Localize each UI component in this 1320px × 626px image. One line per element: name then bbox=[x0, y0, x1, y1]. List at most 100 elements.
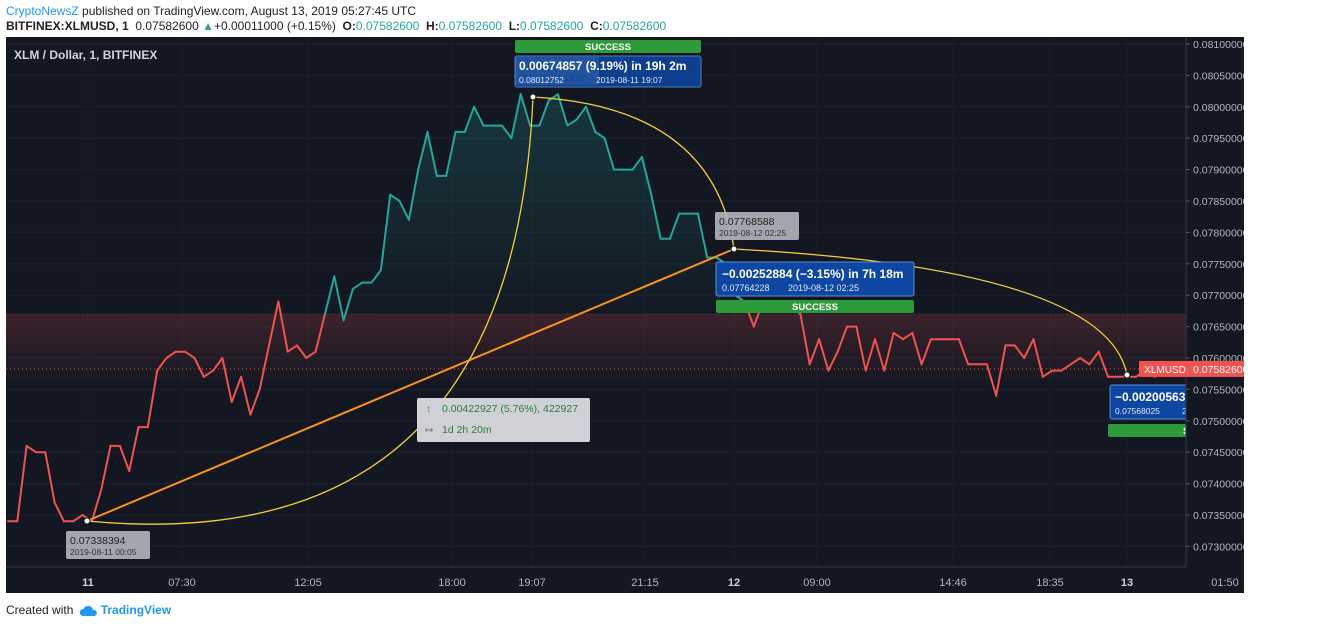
up-arrow-icon: ▲ bbox=[202, 19, 214, 33]
open-value: 0.07582600 bbox=[355, 19, 420, 33]
series-segment bbox=[379, 193, 392, 272]
series-segment bbox=[1079, 357, 1091, 366]
series-segment bbox=[268, 300, 280, 347]
measure-box bbox=[417, 398, 590, 442]
series-segment bbox=[808, 338, 821, 366]
mid-change: −0.00252884 (−3.15%) in 7h 18m bbox=[722, 267, 903, 281]
series-segment bbox=[342, 287, 354, 322]
anchor-point[interactable] bbox=[83, 517, 91, 525]
series-segment bbox=[585, 105, 597, 133]
x-tick-label: 18:35 bbox=[1036, 577, 1064, 589]
series-segment bbox=[631, 156, 643, 171]
measure-price: 0.00422927 (5.76%), 422927 bbox=[442, 403, 578, 415]
price-tag-box bbox=[1191, 360, 1244, 377]
trend-line bbox=[86, 248, 735, 522]
series-segment bbox=[538, 99, 550, 127]
publisher-link[interactable]: CryptoNewsZ bbox=[6, 4, 79, 18]
x-tick-label: 18:00 bbox=[438, 577, 466, 589]
series-segment bbox=[72, 514, 84, 523]
high-label: H: bbox=[425, 19, 439, 33]
series-segment bbox=[594, 130, 606, 140]
x-tick-label: 21:15 bbox=[631, 577, 659, 589]
series-segment bbox=[864, 338, 876, 372]
series-segment bbox=[575, 105, 587, 121]
series-segment bbox=[417, 130, 429, 171]
series-segment bbox=[277, 300, 289, 353]
series-segment bbox=[995, 344, 1007, 397]
series-segment bbox=[603, 137, 615, 171]
series-segment bbox=[519, 93, 532, 127]
series-segment bbox=[202, 369, 215, 378]
series-segment bbox=[324, 275, 336, 315]
price-tag-symbol: XLMUSD bbox=[1144, 365, 1186, 376]
y-tick-label: 0.07700000 bbox=[1193, 290, 1244, 302]
series-segment bbox=[296, 344, 308, 359]
mid-success-text: SUCCESS bbox=[792, 302, 838, 313]
chart-title: XLM / Dollar, 1, BITFINEX bbox=[14, 48, 157, 62]
mid-marker-time: 2019-08-12 02:25 bbox=[719, 228, 786, 238]
peak-value: 0.08012752 bbox=[519, 75, 564, 85]
price-tag-symbol-box bbox=[1139, 360, 1191, 377]
publish-header: CryptoNewsZ published on TradingView.com… bbox=[6, 4, 416, 18]
series-segment bbox=[389, 193, 401, 202]
series-segment bbox=[16, 444, 28, 523]
series-segment bbox=[426, 130, 438, 177]
series-segment bbox=[146, 369, 159, 429]
series-segment bbox=[90, 488, 103, 523]
series-segment bbox=[221, 357, 233, 403]
series-segment bbox=[165, 350, 177, 359]
measure-range-icon: ↕ bbox=[426, 404, 431, 415]
arc-low-peak bbox=[86, 96, 534, 525]
mid-success-badge bbox=[716, 300, 914, 313]
measure-duration-icon: ↦ bbox=[425, 425, 433, 436]
series-segment bbox=[957, 338, 970, 366]
peak-label-box bbox=[514, 55, 702, 88]
y-tick-label: 0.07300000 bbox=[1193, 541, 1244, 553]
series-segment bbox=[25, 444, 37, 454]
series-segment bbox=[230, 375, 243, 403]
series-segment bbox=[911, 331, 923, 366]
series-segment bbox=[463, 105, 476, 133]
series-segment bbox=[874, 338, 886, 372]
y-tick-label: 0.07800000 bbox=[1193, 227, 1244, 239]
series-segment bbox=[53, 501, 65, 523]
mid-marker-value: 0.07768588 bbox=[719, 216, 775, 228]
y-tick-label: 0.08050000 bbox=[1193, 70, 1244, 82]
series-segment bbox=[249, 388, 261, 416]
series-segment bbox=[100, 444, 112, 491]
series-segment bbox=[855, 325, 867, 372]
x-tick-label: 19:07 bbox=[518, 577, 546, 589]
price-axis-background bbox=[1186, 37, 1244, 593]
y-tick-label: 0.07750000 bbox=[1193, 259, 1244, 271]
y-tick-label: 0.07650000 bbox=[1193, 322, 1244, 334]
x-tick-label: 11 bbox=[82, 577, 94, 589]
anchor-point[interactable] bbox=[529, 93, 537, 101]
series-segment bbox=[333, 275, 345, 322]
open-label: O: bbox=[342, 19, 356, 33]
arc-mid-end bbox=[733, 248, 1128, 376]
y-tick-label: 0.07850000 bbox=[1193, 196, 1244, 208]
series-segment bbox=[1060, 363, 1072, 372]
anchor-point[interactable] bbox=[1123, 371, 1131, 379]
peak-success-badge bbox=[515, 40, 701, 53]
series-segment bbox=[501, 124, 513, 140]
tradingview-link[interactable]: TradingView bbox=[100, 603, 172, 617]
series-segment bbox=[1041, 369, 1054, 378]
series-segment bbox=[818, 338, 830, 372]
series-segment bbox=[640, 156, 653, 196]
peak-change: 0.00674857 (9.19%) in 19h 2m bbox=[519, 59, 686, 73]
y-tick-label: 0.07400000 bbox=[1193, 479, 1244, 491]
series-segment bbox=[696, 212, 709, 259]
mid-value: 0.07764228 bbox=[722, 283, 770, 293]
symbol-header: BITFINEX:XLMUSD, 1 0.07582600 ▲+0.000110… bbox=[6, 19, 666, 33]
below-reference-shade bbox=[6, 314, 1186, 383]
high-value: 0.07582600 bbox=[438, 19, 503, 33]
series-segment bbox=[827, 350, 839, 372]
anchor-point[interactable] bbox=[730, 245, 738, 253]
series-segment bbox=[902, 331, 914, 341]
y-tick-label: 0.08100000 bbox=[1193, 39, 1244, 51]
low-label-value: 0.07338394 bbox=[70, 535, 126, 547]
close-label: C: bbox=[590, 19, 603, 33]
x-tick-label: 07:30 bbox=[168, 577, 196, 589]
